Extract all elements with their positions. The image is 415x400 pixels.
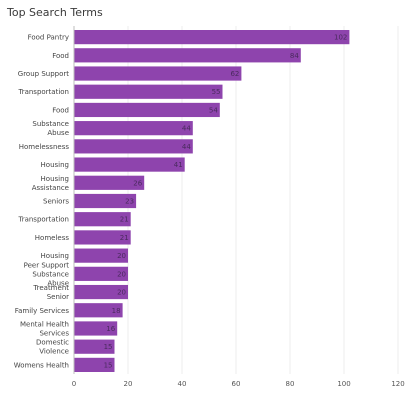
category-label-7: Housing — [41, 161, 69, 169]
category-label-3: Transportation — [17, 88, 69, 96]
value-label-10: 21 — [120, 216, 129, 224]
x-tick-label-5: 100 — [337, 380, 350, 388]
bar-9 — [74, 193, 137, 209]
category-label-4: Food — [52, 106, 69, 114]
bar-15 — [74, 303, 123, 318]
category-label-16: Mental Health Services — [20, 320, 69, 337]
value-label-1: 84 — [290, 52, 299, 60]
category-label-13: Peer Support Substance Abuse — [24, 261, 70, 287]
category-label-11: Homeless — [35, 234, 70, 242]
x-tick-label-3: 60 — [232, 380, 241, 388]
bar-6 — [74, 139, 193, 154]
value-label-6: 44 — [182, 143, 191, 151]
bar-13 — [74, 266, 128, 281]
category-label-17: Domestic Violence — [36, 339, 69, 356]
bar-14 — [74, 284, 128, 300]
bar-12 — [74, 248, 128, 263]
bar-10 — [74, 212, 131, 227]
category-label-12: Housing — [41, 252, 69, 260]
value-label-18: 15 — [104, 361, 113, 369]
category-label-0: Food Pantry — [28, 34, 69, 42]
category-label-6: Homelessness — [19, 143, 70, 151]
x-tick-label-0: 0 — [72, 380, 76, 388]
category-label-2: Group Support — [18, 70, 69, 78]
bar-11 — [74, 230, 131, 245]
category-label-5: Substance Abuse — [32, 120, 69, 137]
category-label-1: Food — [52, 52, 69, 60]
value-label-5: 44 — [182, 125, 191, 133]
value-label-3: 55 — [212, 88, 221, 96]
bar-8 — [74, 175, 145, 190]
value-label-8: 26 — [133, 179, 142, 187]
category-label-9: Seniors — [43, 198, 69, 206]
value-label-13: 20 — [117, 270, 126, 278]
value-label-14: 20 — [117, 289, 126, 297]
bar-3 — [74, 84, 223, 99]
value-label-4: 54 — [209, 106, 218, 114]
bar-18 — [74, 357, 115, 372]
category-label-15: Family Services — [15, 307, 70, 315]
bar-1 — [74, 48, 301, 63]
value-label-9: 23 — [125, 198, 134, 206]
value-label-7: 41 — [174, 161, 183, 169]
x-tick-label-1: 20 — [124, 380, 133, 388]
bar-5 — [74, 121, 193, 136]
category-label-14: Treatment Senior — [32, 284, 69, 301]
bar-17 — [74, 339, 115, 354]
value-label-12: 20 — [117, 252, 126, 260]
value-label-16: 16 — [106, 325, 115, 333]
bar-0 — [74, 30, 350, 45]
value-label-15: 18 — [112, 307, 121, 315]
bar-16 — [74, 321, 118, 336]
value-label-11: 21 — [120, 234, 129, 242]
x-tick-label-4: 80 — [286, 380, 295, 388]
category-label-10: Transportation — [17, 216, 69, 224]
bar-2 — [74, 66, 242, 81]
value-label-2: 62 — [230, 70, 239, 78]
x-tick-label-6: 120 — [391, 380, 404, 388]
bar-4 — [74, 102, 220, 118]
bar-7 — [74, 157, 185, 172]
value-label-17: 15 — [104, 343, 113, 351]
chart-title: Top Search Terms — [7, 6, 103, 19]
category-label-8: Housing Assistance — [32, 175, 69, 192]
value-label-0: 102 — [334, 34, 347, 42]
x-tick-label-2: 40 — [178, 380, 187, 388]
category-label-18: Womens Health — [14, 361, 69, 369]
